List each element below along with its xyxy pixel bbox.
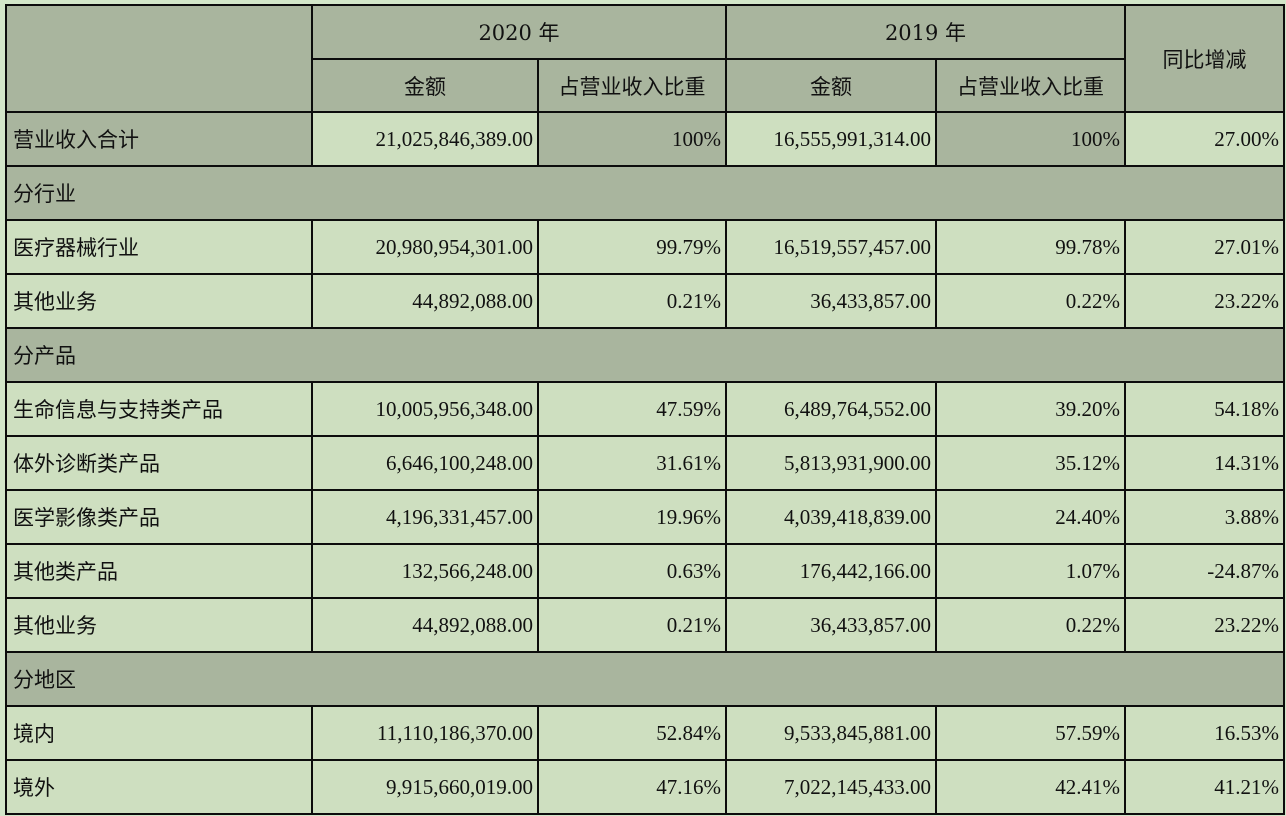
amount-2020: 6,646,100,248.00 [311, 435, 539, 491]
yoy-change: -24.87% [1124, 543, 1285, 599]
amount-2019: 16,519,557,457.00 [725, 219, 937, 275]
amount-2020: 10,005,956,348.00 [311, 381, 539, 437]
revenue-breakdown-table: 2020 年 2019 年 同比增减 金额 占营业收入比重 金额 占营业收入比重… [5, 4, 1285, 815]
row-label: 其他业务 [5, 597, 313, 653]
amount-2019: 176,442,166.00 [725, 543, 937, 599]
ratio-2020: 31.61% [537, 435, 727, 491]
header-ratio-2020: 占营业收入比重 [537, 58, 727, 113]
ratio-2019: 35.12% [935, 435, 1126, 491]
amount-2019: 9,533,845,881.00 [725, 705, 937, 761]
header-amount-2020: 金额 [311, 58, 539, 113]
ratio-2020: 19.96% [537, 489, 727, 545]
amount-2020: 20,980,954,301.00 [311, 219, 539, 275]
header-year-2020: 2020 年 [311, 4, 727, 60]
table-row: 境外 9,915,660,019.00 47.16% 7,022,145,433… [5, 759, 1285, 815]
section-header-industry: 分行业 [5, 165, 1285, 221]
amount-2019: 36,433,857.00 [725, 597, 937, 653]
row-label: 医学影像类产品 [5, 489, 313, 545]
row-label: 境内 [5, 705, 313, 761]
ratio-2020: 0.21% [537, 273, 727, 329]
amount-2019: 6,489,764,552.00 [725, 381, 937, 437]
row-label: 生命信息与支持类产品 [5, 381, 313, 437]
section-title: 分地区 [5, 651, 1285, 707]
ratio-2019: 39.20% [935, 381, 1126, 437]
yoy-change: 27.01% [1124, 219, 1285, 275]
section-title: 分产品 [5, 327, 1285, 383]
yoy-change: 41.21% [1124, 759, 1285, 815]
ratio-2019: 100% [935, 111, 1126, 167]
amount-2020: 11,110,186,370.00 [311, 705, 539, 761]
yoy-change: 23.22% [1124, 597, 1285, 653]
row-label: 营业收入合计 [5, 111, 313, 167]
amount-2019: 5,813,931,900.00 [725, 435, 937, 491]
ratio-2019: 42.41% [935, 759, 1126, 815]
row-label: 医疗器械行业 [5, 219, 313, 275]
amount-2020: 9,915,660,019.00 [311, 759, 539, 815]
header-amount-2019: 金额 [725, 58, 937, 113]
yoy-change: 16.53% [1124, 705, 1285, 761]
section-title: 分行业 [5, 165, 1285, 221]
row-label: 其他类产品 [5, 543, 313, 599]
amount-2020: 21,025,846,389.00 [311, 111, 539, 167]
yoy-change: 3.88% [1124, 489, 1285, 545]
table-row: 其他业务 44,892,088.00 0.21% 36,433,857.00 0… [5, 273, 1285, 329]
yoy-change: 27.00% [1124, 111, 1285, 167]
header-corner-cell [5, 4, 313, 113]
ratio-2020: 47.16% [537, 759, 727, 815]
table-row: 体外诊断类产品 6,646,100,248.00 31.61% 5,813,93… [5, 435, 1285, 491]
amount-2020: 44,892,088.00 [311, 273, 539, 329]
ratio-2019: 0.22% [935, 597, 1126, 653]
table-row: 医学影像类产品 4,196,331,457.00 19.96% 4,039,41… [5, 489, 1285, 545]
header-year-2019: 2019 年 [725, 4, 1126, 60]
section-header-region: 分地区 [5, 651, 1285, 707]
ratio-2020: 0.21% [537, 597, 727, 653]
header-row-metrics: 金额 占营业收入比重 金额 占营业收入比重 [6, 58, 1284, 113]
header-yoy: 同比增减 [1124, 4, 1285, 113]
row-label: 境外 [5, 759, 313, 815]
amount-2019: 16,555,991,314.00 [725, 111, 937, 167]
section-header-product: 分产品 [5, 327, 1285, 383]
ratio-2019: 24.40% [935, 489, 1126, 545]
yoy-change: 54.18% [1124, 381, 1285, 437]
amount-2019: 7,022,145,433.00 [725, 759, 937, 815]
ratio-2020: 47.59% [537, 381, 727, 437]
total-row: 营业收入合计 21,025,846,389.00 100% 16,555,991… [5, 111, 1285, 167]
ratio-2020: 100% [537, 111, 727, 167]
table-row: 医疗器械行业 20,980,954,301.00 99.79% 16,519,5… [5, 219, 1285, 275]
amount-2020: 132,566,248.00 [311, 543, 539, 599]
yoy-change: 14.31% [1124, 435, 1285, 491]
amount-2019: 4,039,418,839.00 [725, 489, 937, 545]
table-row: 其他类产品 132,566,248.00 0.63% 176,442,166.0… [5, 543, 1285, 599]
ratio-2019: 57.59% [935, 705, 1126, 761]
ratio-2019: 0.22% [935, 273, 1126, 329]
amount-2020: 44,892,088.00 [311, 597, 539, 653]
table-row: 生命信息与支持类产品 10,005,956,348.00 47.59% 6,48… [5, 381, 1285, 437]
ratio-2019: 99.78% [935, 219, 1126, 275]
ratio-2020: 99.79% [537, 219, 727, 275]
table-row: 其他业务 44,892,088.00 0.21% 36,433,857.00 0… [5, 597, 1285, 653]
ratio-2020: 0.63% [537, 543, 727, 599]
ratio-2020: 52.84% [537, 705, 727, 761]
yoy-change: 23.22% [1124, 273, 1285, 329]
table-row: 境内 11,110,186,370.00 52.84% 9,533,845,88… [5, 705, 1285, 761]
amount-2020: 4,196,331,457.00 [311, 489, 539, 545]
amount-2019: 36,433,857.00 [725, 273, 937, 329]
header-ratio-2019: 占营业收入比重 [935, 58, 1126, 113]
header-row-years: 2020 年 2019 年 同比增减 [5, 4, 1285, 113]
row-label: 体外诊断类产品 [5, 435, 313, 491]
ratio-2019: 1.07% [935, 543, 1126, 599]
row-label: 其他业务 [5, 273, 313, 329]
